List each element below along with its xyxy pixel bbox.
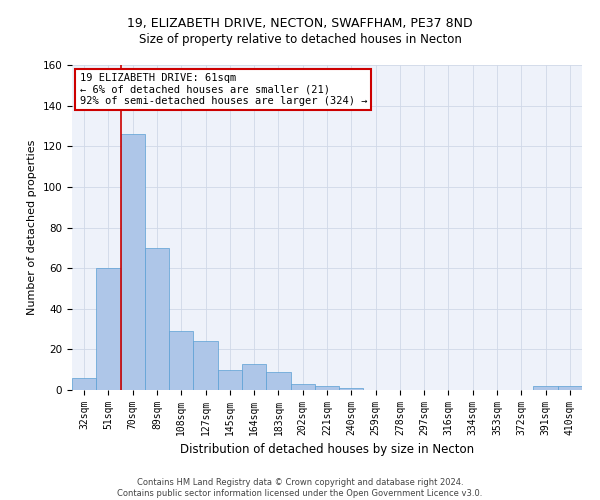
Text: 19, ELIZABETH DRIVE, NECTON, SWAFFHAM, PE37 8ND: 19, ELIZABETH DRIVE, NECTON, SWAFFHAM, P…: [127, 18, 473, 30]
Bar: [218, 370, 242, 390]
Bar: [266, 372, 290, 390]
Bar: [290, 384, 315, 390]
Bar: [242, 364, 266, 390]
Bar: [339, 388, 364, 390]
Y-axis label: Number of detached properties: Number of detached properties: [27, 140, 37, 315]
Text: 19 ELIZABETH DRIVE: 61sqm
← 6% of detached houses are smaller (21)
92% of semi-d: 19 ELIZABETH DRIVE: 61sqm ← 6% of detach…: [80, 73, 367, 106]
Bar: [72, 378, 96, 390]
Text: Contains HM Land Registry data © Crown copyright and database right 2024.
Contai: Contains HM Land Registry data © Crown c…: [118, 478, 482, 498]
Text: Size of property relative to detached houses in Necton: Size of property relative to detached ho…: [139, 32, 461, 46]
Bar: [315, 386, 339, 390]
X-axis label: Distribution of detached houses by size in Necton: Distribution of detached houses by size …: [180, 444, 474, 456]
Bar: [121, 134, 145, 390]
Bar: [558, 386, 582, 390]
Bar: [533, 386, 558, 390]
Bar: [169, 331, 193, 390]
Bar: [193, 341, 218, 390]
Bar: [96, 268, 121, 390]
Bar: [145, 248, 169, 390]
